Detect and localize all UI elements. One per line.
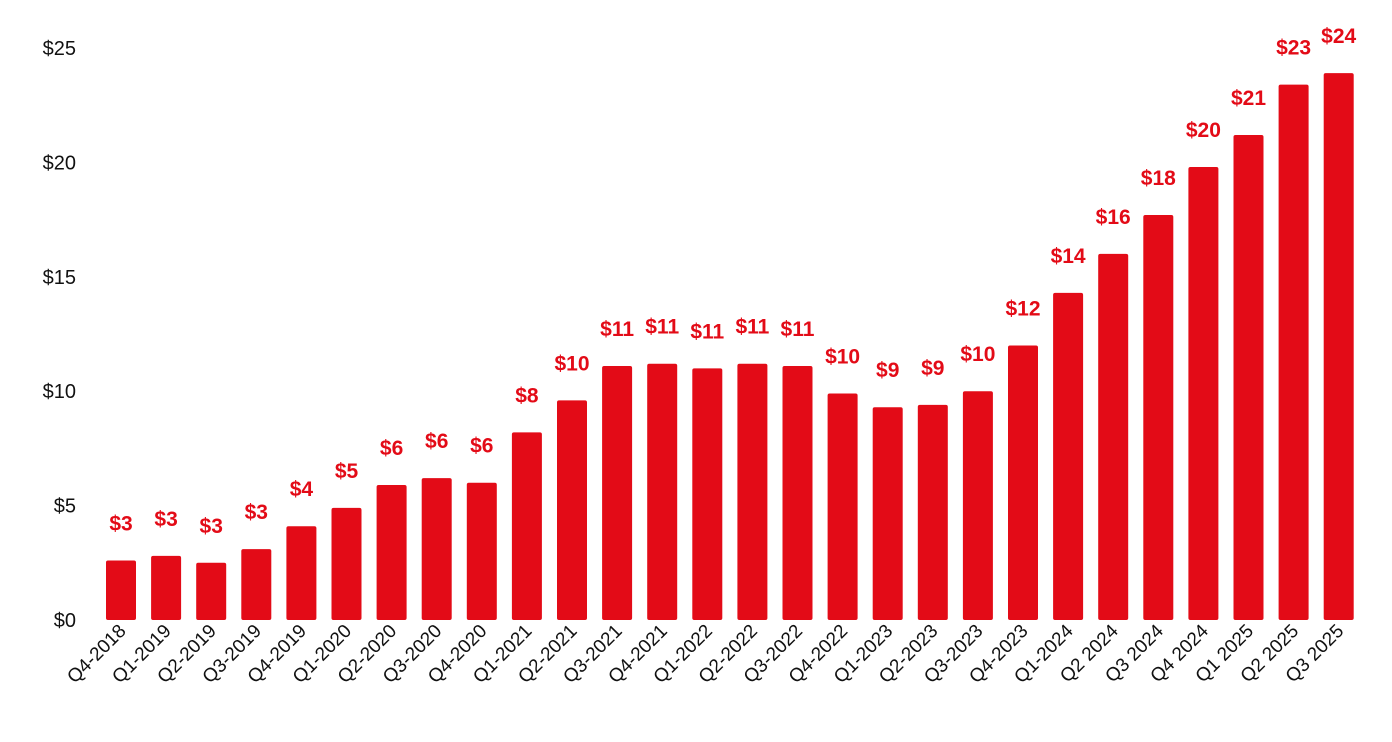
- bar: [421, 478, 452, 620]
- data-label: $10: [960, 343, 995, 366]
- bar: [376, 485, 407, 620]
- bar: [737, 363, 768, 620]
- data-label: $21: [1231, 87, 1266, 110]
- bar: [511, 432, 542, 620]
- y-tick-label: $15: [43, 267, 76, 289]
- y-tick-label: $20: [43, 152, 76, 174]
- data-label: $10: [554, 352, 589, 375]
- y-tick-label: $5: [54, 496, 76, 518]
- data-label: $23: [1276, 37, 1311, 60]
- bar: [872, 407, 903, 620]
- data-label: $14: [1051, 245, 1086, 268]
- bar: [1008, 345, 1038, 620]
- data-label: $5: [335, 460, 359, 483]
- data-label: $3: [109, 513, 132, 536]
- bar: [647, 363, 678, 620]
- bar: [1323, 73, 1354, 621]
- data-labels-group: $3 $3 $3 $3 $4 $5 $6 $6 $6 $8 $10 $11 $11 $11 $11 $11 $1…: [109, 25, 1356, 538]
- bar: [106, 560, 136, 620]
- data-label: $18: [1141, 167, 1176, 190]
- bar: [331, 507, 362, 620]
- bar: [602, 366, 633, 620]
- bar: [1278, 84, 1309, 620]
- data-label: $6: [470, 435, 493, 458]
- data-label: $11: [735, 316, 769, 339]
- bar: [286, 526, 317, 620]
- bar: [466, 482, 497, 620]
- data-label: $4: [290, 478, 314, 501]
- y-axis: $0 $5 $10 $15 $20 $25: [43, 38, 76, 632]
- bar: [1098, 253, 1129, 621]
- bar: [1188, 166, 1219, 620]
- bars-group: [106, 73, 1354, 621]
- x-axis: Q4-2018Q1-2019Q2-2019Q3-2019Q4-2019Q1-20…: [63, 620, 1348, 687]
- data-label: $6: [425, 430, 448, 453]
- data-label: $8: [515, 384, 539, 407]
- bar: [917, 404, 948, 620]
- data-label: $12: [1005, 297, 1040, 320]
- y-tick-label: $25: [43, 38, 76, 60]
- data-label: $9: [876, 359, 899, 382]
- data-label: $3: [200, 515, 223, 538]
- data-label: $3: [154, 508, 177, 531]
- bar: [692, 368, 723, 620]
- y-tick-label: $10: [43, 381, 76, 403]
- data-label: $6: [380, 437, 403, 460]
- bar: [1143, 215, 1174, 621]
- bar: [241, 549, 272, 620]
- data-label: $11: [690, 320, 724, 343]
- y-tick-label: $0: [54, 610, 76, 632]
- bar: [196, 562, 227, 620]
- data-label: $24: [1321, 25, 1356, 48]
- bar: [1053, 292, 1084, 620]
- data-label: $16: [1096, 206, 1131, 229]
- data-label: $20: [1186, 119, 1221, 142]
- bar: [782, 366, 813, 620]
- bar: [1233, 134, 1264, 620]
- bar: [557, 400, 587, 620]
- data-label: $10: [825, 345, 860, 368]
- data-label: $11: [781, 318, 815, 341]
- data-label: $3: [245, 501, 268, 524]
- data-label: $11: [645, 316, 679, 339]
- bar: [962, 391, 993, 620]
- data-label: $9: [921, 357, 944, 380]
- bar: [827, 393, 858, 620]
- data-label: $11: [600, 318, 634, 341]
- bar: [151, 555, 182, 620]
